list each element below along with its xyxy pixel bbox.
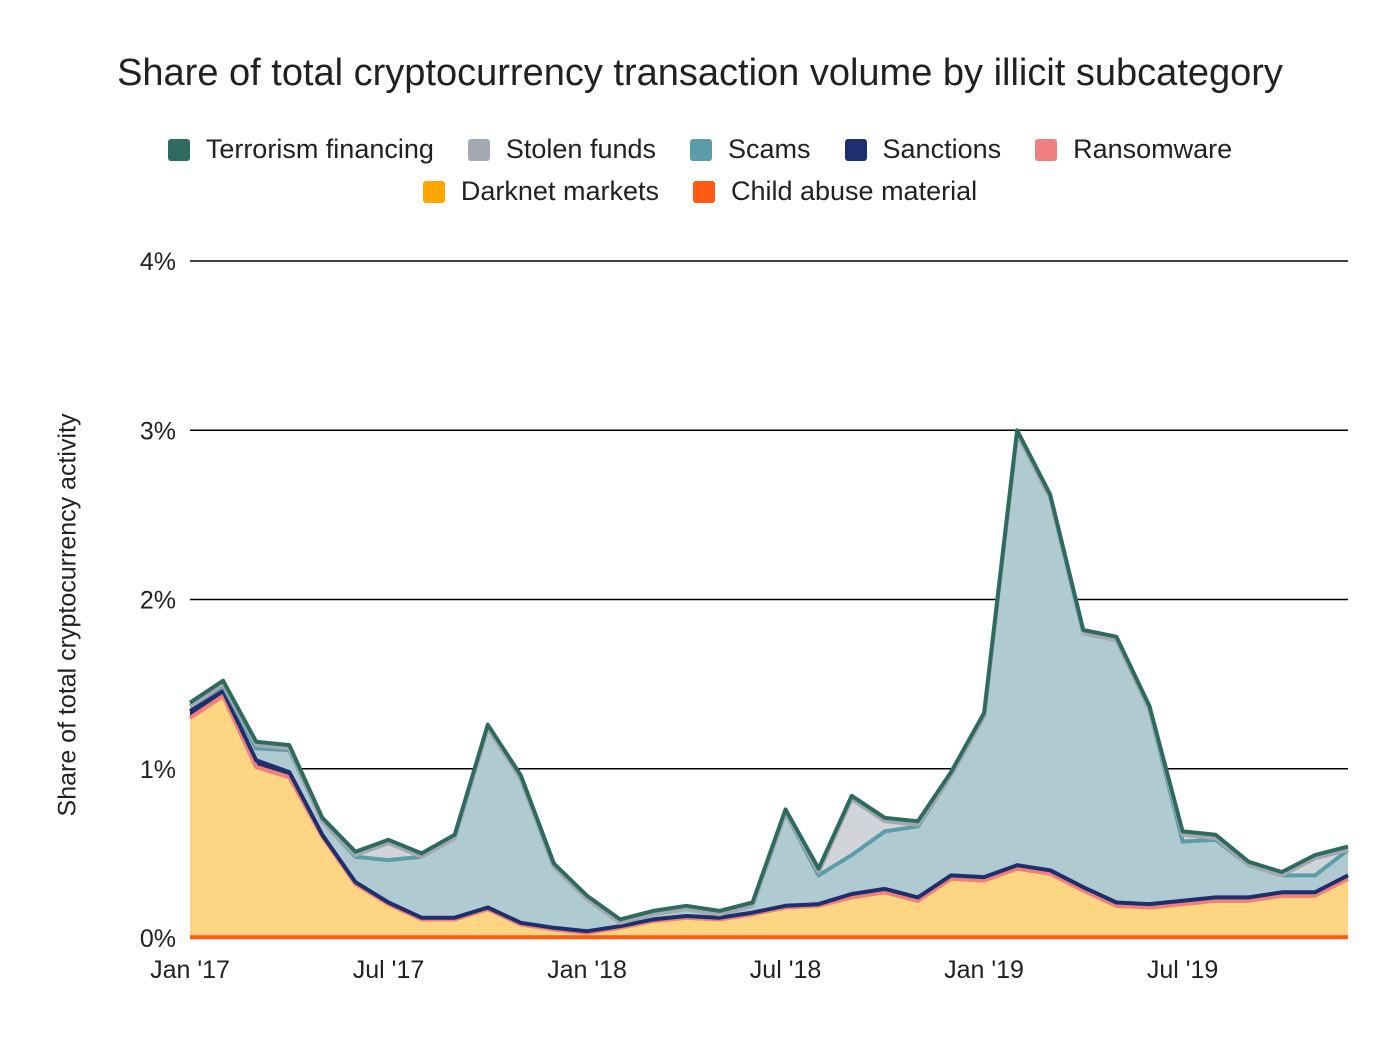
- legend-row-2: Darknet markets Child abuse material: [0, 176, 1400, 207]
- legend-swatch: [422, 180, 445, 203]
- legend-swatch: [467, 138, 490, 161]
- legend-item-stolen-funds[interactable]: Stolen funds: [467, 134, 656, 165]
- legend-item-sanctions[interactable]: Sanctions: [844, 134, 1002, 165]
- line-sanctions: [188, 688, 1349, 934]
- legend-swatch: [1035, 138, 1058, 161]
- legend-label: Ransomware: [1073, 134, 1233, 164]
- x-tick-label: Jan '19: [944, 956, 1024, 984]
- legend-swatch: [167, 138, 190, 161]
- x-tick-label: Jan '17: [150, 956, 230, 984]
- legend-item-darknet-markets[interactable]: Darknet markets: [422, 176, 659, 207]
- legend-label: Terrorism financing: [205, 134, 434, 164]
- y-tick-label: 3%: [140, 417, 176, 445]
- legend-item-child-abuse-material[interactable]: Child abuse material: [692, 176, 978, 207]
- y-tick-label: 4%: [140, 248, 176, 276]
- x-tick-label: Jul '19: [1147, 956, 1218, 984]
- area-scams: [190, 433, 1348, 932]
- legend-label: Darknet markets: [460, 176, 659, 206]
- legend-label: Sanctions: [882, 134, 1002, 164]
- x-tick-labels: Jan '17 Jul '17 Jan '18 Jul '18 Jan '19 Jul '…: [150, 956, 1218, 984]
- legend-swatch: [844, 138, 867, 161]
- legend-swatch: [692, 180, 715, 203]
- x-tick-label: Jul '18: [750, 956, 821, 984]
- x-tick-label: Jul '17: [353, 956, 424, 984]
- line-terrorism-financing: [188, 428, 1349, 922]
- y-tick-label: 1%: [140, 756, 176, 784]
- legend-label: Stolen funds: [505, 134, 656, 164]
- legend-label: Child abuse material: [730, 176, 978, 206]
- y-tick-label: 0%: [140, 925, 176, 953]
- legend-row-1: Terrorism financing Stolen funds Scams S…: [0, 134, 1400, 165]
- legend-item-terrorism-financing[interactable]: Terrorism financing: [167, 134, 434, 165]
- legend-label: Scams: [728, 134, 811, 164]
- series-lines: [188, 428, 1350, 940]
- x-tick-label: Jan '18: [547, 956, 627, 984]
- y-tick-labels: 0% 1% 2% 3% 4%: [140, 248, 176, 953]
- chart-title: Share of total cryptocurrency transactio…: [117, 52, 1283, 94]
- legend-item-ransomware[interactable]: Ransomware: [1035, 134, 1232, 165]
- legend-item-scams[interactable]: Scams: [690, 134, 811, 165]
- legend-swatch: [690, 138, 712, 161]
- area-darknet-markets: [190, 696, 1348, 938]
- y-tick-label: 2%: [140, 587, 176, 615]
